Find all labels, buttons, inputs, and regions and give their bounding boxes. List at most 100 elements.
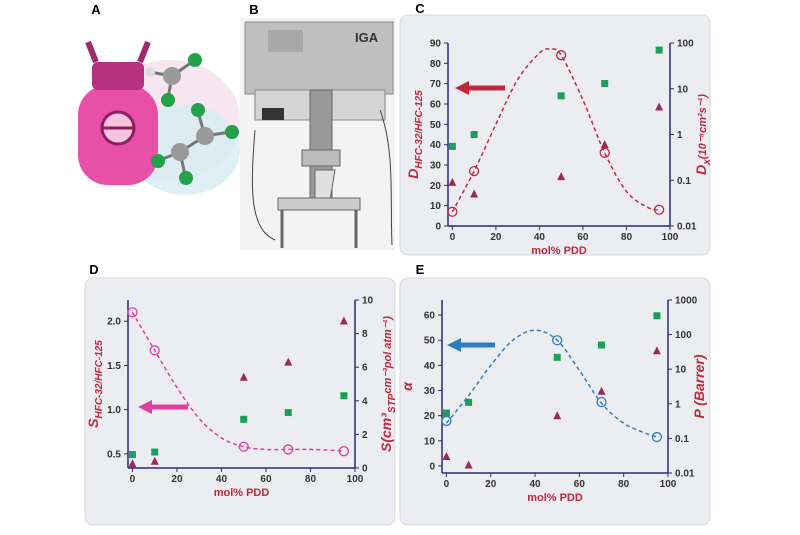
y2-tick-label: 10	[675, 365, 687, 376]
fit-line	[445, 329, 658, 438]
y2-tick-label: 1000	[675, 296, 698, 307]
square-point	[601, 80, 609, 88]
panel-label: B	[249, 2, 258, 17]
refrigerant-illustration	[78, 40, 240, 195]
y2-tick-label: 10	[362, 296, 374, 307]
panel-label: C	[415, 1, 425, 16]
y2-tick-label: 6	[362, 363, 368, 374]
triangle-point	[597, 386, 606, 395]
y-tick-label: 0	[429, 461, 435, 472]
triangle-point	[553, 411, 562, 420]
circle-point	[468, 165, 480, 177]
y2-tick-label: 10	[677, 84, 689, 95]
x-tick-label: 80	[618, 479, 630, 490]
panel-background	[399, 277, 711, 526]
y2-axis-label: Dx(10⁻⁸cm²s⁻¹)	[693, 94, 713, 175]
square-point	[284, 409, 292, 417]
y-axis-label: DHFC-32/HFC-125	[405, 90, 425, 179]
y-axis-label-part: α	[399, 381, 415, 391]
y-tick-label: 80	[430, 59, 442, 70]
y-axis-label-part: S	[85, 418, 101, 428]
circle-point	[149, 345, 160, 356]
y2-tick-label: 0	[362, 464, 368, 475]
y2-axis-label: P (Barrer)	[691, 354, 707, 418]
square-point	[442, 409, 450, 417]
triangle-point	[442, 451, 451, 460]
panel-background	[84, 277, 396, 526]
y-tick-label: 20	[424, 411, 436, 422]
square-point	[151, 448, 159, 456]
y2-axis-label: S(cm³STPcm⁻³pol atm⁻¹)	[378, 316, 398, 452]
square-point	[653, 312, 661, 320]
triangle-point	[464, 460, 473, 469]
x-tick-label: 40	[216, 474, 228, 485]
panel-label: A	[91, 2, 101, 17]
triangle-point	[652, 346, 661, 355]
y-tick-label: 30	[430, 161, 442, 172]
triangle-point	[150, 456, 159, 465]
circle-point	[556, 50, 567, 61]
y-tick-label: 1.5	[107, 361, 121, 372]
y2-tick-label: 2	[362, 430, 368, 441]
arrow-head	[455, 81, 469, 95]
y2-tick-label: 0.01	[675, 469, 695, 480]
circle-point	[651, 431, 663, 443]
x-tick-label: 60	[577, 232, 589, 243]
y2-axis-label-part: D	[693, 165, 709, 175]
panel-label: D	[89, 262, 98, 277]
triangle-point	[557, 172, 566, 181]
x-tick-label: 100	[662, 232, 679, 243]
y2-axis-label-part: cm⁻³pol atm⁻¹)	[382, 316, 394, 394]
fit-line	[131, 312, 344, 452]
x-tick-label: 100	[660, 479, 677, 490]
x-tick-label: 20	[171, 474, 183, 485]
y2-axis-label-part: S(cm³	[378, 413, 394, 452]
arrow-head	[138, 400, 152, 414]
x-tick-label: 60	[260, 474, 272, 485]
x-tick-label: 40	[534, 232, 546, 243]
y2-tick-label: 100	[677, 39, 694, 50]
triangle-point	[655, 102, 664, 111]
y2-axis-label-part: x	[702, 159, 713, 166]
y2-tick-label: 4	[362, 396, 368, 407]
arrow-head	[447, 338, 461, 352]
y2-axis-label-part: (10⁻⁸cm²s⁻¹)	[697, 94, 709, 159]
y-tick-label: 0	[435, 222, 441, 233]
x-tick-label: 40	[529, 479, 541, 490]
y-axis-label-part: D	[405, 169, 421, 179]
x-tick-label: 0	[450, 232, 456, 243]
x-tick-label: 20	[485, 479, 497, 490]
x-tick-label: 80	[305, 474, 317, 485]
x-tick-label: 100	[347, 474, 364, 485]
fit-line	[451, 48, 660, 213]
circle-point	[338, 446, 350, 457]
y-tick-label: 40	[424, 361, 436, 372]
square-point	[553, 353, 561, 361]
triangle-point	[239, 372, 248, 381]
y2-tick-label: 8	[362, 329, 368, 340]
x-tick-label: 60	[574, 479, 586, 490]
square-point	[470, 131, 478, 138]
y-tick-label: 60	[424, 311, 436, 322]
y-tick-label: 1.0	[107, 405, 121, 416]
circle-point	[552, 335, 563, 346]
triangle-point	[284, 357, 293, 366]
circle-point	[596, 396, 607, 408]
triangle-point	[339, 316, 348, 325]
triangle-point	[600, 140, 609, 149]
x-tick-label: 0	[130, 474, 136, 485]
y2-tick-label: 100	[675, 330, 692, 341]
y-axis-label: SHFC-32/HFC-125	[85, 340, 105, 428]
y-tick-label: 10	[430, 201, 442, 212]
y-tick-label: 50	[430, 120, 442, 131]
circle-point	[599, 147, 610, 158]
y-tick-label: 90	[430, 39, 442, 50]
x-tick-label: 20	[490, 232, 502, 243]
x-axis-label: mol% PDD	[527, 492, 583, 504]
y2-axis-label-part: P (Barrer)	[691, 354, 707, 418]
x-axis-label: mol% PDD	[214, 487, 270, 499]
square-point	[598, 341, 606, 349]
y2-tick-label: 1	[677, 130, 683, 141]
y-axis-label-part: HFC-32/HFC-125	[414, 90, 425, 169]
square-point	[340, 392, 348, 400]
